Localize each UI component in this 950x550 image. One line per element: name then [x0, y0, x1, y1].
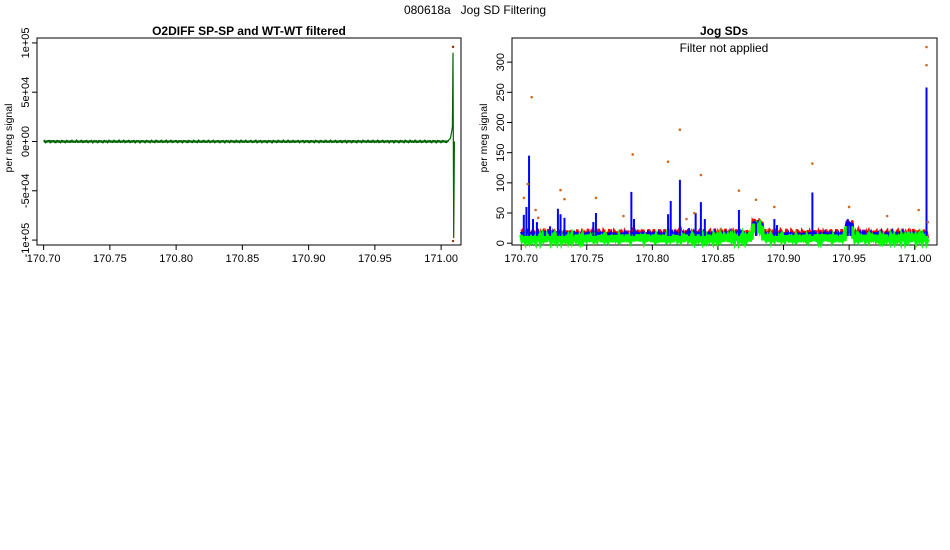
- x-tick-label: 170.75: [93, 253, 127, 265]
- y-axis-label: per meg signal: [478, 104, 490, 173]
- outlier-point: [847, 205, 851, 209]
- outlier-point: [925, 63, 928, 67]
- outlier-point: [559, 188, 562, 192]
- outlier-point: [685, 217, 688, 221]
- outlier-point: [526, 182, 530, 186]
- y-tick-label: 0: [495, 240, 507, 246]
- outlier-point: [811, 162, 814, 165]
- y-tick-label: 50: [495, 207, 507, 219]
- y-tick-label: 5e+04: [20, 77, 32, 108]
- series-line: [43, 52, 455, 239]
- baseline-series: [519, 218, 930, 250]
- y-tick-label: 250: [495, 83, 507, 101]
- outlier-point: [451, 45, 455, 49]
- outlier-point: [666, 160, 670, 164]
- panel-jog-sds: Jog SDs Filter not applied per meg signa…: [478, 24, 938, 265]
- outlier-point: [631, 153, 634, 156]
- y-tick-label: 150: [495, 143, 507, 161]
- x-tick-label: 170.95: [358, 253, 392, 265]
- x-tick-label: 170.80: [159, 253, 193, 265]
- outlier-point: [925, 45, 928, 49]
- outlier-point: [530, 95, 533, 99]
- outlier-point: [563, 197, 566, 201]
- outlier-point: [534, 208, 537, 212]
- x-tick-label: 170.70: [27, 253, 61, 265]
- outlier-point: [699, 173, 703, 177]
- chart-title: Jog SDs: [700, 24, 748, 38]
- y-tick-label: 300: [495, 53, 507, 71]
- x-tick-label: 170.70: [504, 253, 538, 265]
- panel-o2diff: O2DIFF SP-SP and WT-WT filtered per meg …: [3, 24, 462, 265]
- outlier-point: [678, 128, 682, 132]
- x-tick-label: 171.00: [424, 253, 458, 265]
- y-tick-label: -1e+05: [20, 223, 32, 258]
- outlier-point: [917, 208, 920, 212]
- y-tick-label: 100: [495, 174, 507, 192]
- x-tick-label: 170.95: [832, 253, 866, 265]
- x-tick-label: 170.75: [570, 253, 604, 265]
- chart-title: O2DIFF SP-SP and WT-WT filtered: [152, 24, 346, 38]
- x-tick-label: 170.90: [292, 253, 326, 265]
- x-tick-label: 170.85: [701, 253, 735, 265]
- outlier-point: [885, 214, 889, 218]
- outlier-point: [594, 196, 598, 200]
- outlier-point: [522, 196, 526, 200]
- outlier-point: [622, 214, 625, 218]
- outlier-point: [754, 198, 758, 202]
- x-tick-label: 171.00: [898, 253, 932, 265]
- y-tick-label: 1e+05: [20, 27, 32, 58]
- x-tick-label: 170.85: [226, 253, 260, 265]
- y-tick-label: 0e+00: [20, 126, 32, 157]
- y-axis-label: per meg signal: [3, 104, 15, 173]
- x-tick-label: 170.80: [636, 253, 670, 265]
- plot-frame: [511, 37, 938, 246]
- y-tick-label: -5e+04: [20, 174, 32, 209]
- outlier-point: [737, 189, 741, 192]
- outlier-point: [693, 211, 696, 215]
- chart-annotation: Filter not applied: [680, 41, 769, 55]
- outlier-point: [536, 216, 540, 220]
- outlier-point: [451, 239, 455, 243]
- outlier-point: [926, 220, 930, 224]
- y-tick-label: 200: [495, 113, 507, 131]
- x-tick-label: 170.90: [767, 253, 801, 265]
- outlier-point: [773, 205, 776, 209]
- page-title: 080618a Jog SD Filtering: [403, 3, 547, 17]
